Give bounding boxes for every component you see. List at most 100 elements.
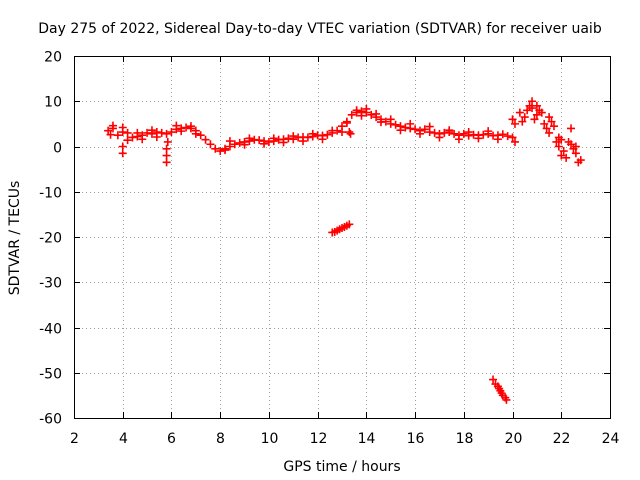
- data-point: [435, 133, 444, 142]
- data-point: [240, 140, 249, 149]
- data-point: [230, 140, 239, 149]
- data-point: [167, 128, 176, 137]
- data-point: [489, 375, 498, 384]
- plot-frame: [74, 56, 611, 419]
- y-axis-label: SDTVAR / TECUs: [7, 181, 23, 296]
- data-point: [510, 137, 519, 146]
- data-point: [221, 146, 230, 155]
- data-point: [255, 136, 264, 145]
- data-point: [567, 140, 576, 149]
- data-point: [493, 135, 502, 144]
- data-point: [147, 126, 156, 135]
- x-tick-label: 24: [602, 431, 620, 447]
- y-tick-label: 0: [53, 141, 62, 157]
- x-tick-label: 4: [119, 431, 128, 447]
- data-point: [328, 126, 337, 135]
- y-tick-label: -10: [39, 186, 62, 202]
- data-point: [552, 137, 561, 146]
- data-point: [182, 123, 191, 132]
- data-point: [138, 135, 147, 144]
- y-tick-label: -50: [39, 367, 62, 383]
- x-tick-label: 12: [310, 431, 328, 447]
- data-point: [450, 129, 459, 138]
- data-point: [545, 113, 554, 122]
- data-point: [118, 142, 127, 151]
- data-point: [440, 128, 449, 137]
- data-point: [520, 113, 529, 122]
- data-point: [396, 126, 405, 135]
- data-point: [367, 110, 376, 119]
- data-point: [545, 128, 554, 137]
- data-point: [547, 117, 556, 126]
- data-point: [576, 156, 585, 165]
- x-tick-label: 18: [456, 431, 474, 447]
- data-point: [128, 133, 137, 142]
- data-point: [391, 120, 400, 129]
- data-point: [345, 220, 354, 229]
- data-point: [523, 106, 532, 115]
- data-point: [216, 147, 225, 156]
- data-point: [264, 137, 273, 146]
- y-tick-labels: 20 10 0 -10 -20 -30 -40 -50 -60: [39, 50, 62, 428]
- data-point: [191, 129, 200, 138]
- data-point: [459, 129, 468, 138]
- data-point: [346, 129, 355, 138]
- data-point: [508, 115, 517, 124]
- data-point: [420, 125, 429, 134]
- data-point: [225, 137, 234, 146]
- data-point: [211, 144, 220, 153]
- data-point: [172, 121, 181, 130]
- y-tick-label: -20: [39, 231, 62, 247]
- data-point: [532, 110, 541, 119]
- data-point: [386, 115, 395, 124]
- data-point: [118, 123, 127, 132]
- data-point: [415, 129, 424, 138]
- y-tick-label: -60: [39, 412, 62, 428]
- data-point: [484, 127, 493, 136]
- data-point: [530, 115, 539, 124]
- data-point: [562, 153, 571, 162]
- data-point: [479, 130, 488, 139]
- data-point: [162, 158, 171, 167]
- data-point: [540, 119, 549, 128]
- data-point: [345, 128, 354, 137]
- data-point: [342, 118, 351, 127]
- data-point: [118, 149, 127, 158]
- data-point: [567, 124, 576, 133]
- data-point: [201, 135, 210, 144]
- data-point: [323, 130, 332, 139]
- data-point: [245, 134, 254, 143]
- y-tick-label: 20: [44, 50, 62, 66]
- data-point: [474, 134, 483, 143]
- data-point: [260, 139, 269, 148]
- data-point: [162, 129, 171, 138]
- data-point: [157, 128, 166, 137]
- chart-title: Day 275 of 2022, Sidereal Day-to-day VTE…: [38, 21, 602, 37]
- data-point: [510, 119, 519, 128]
- data-point: [123, 128, 132, 137]
- data-point: [554, 142, 563, 151]
- data-point: [338, 128, 346, 137]
- data-point: [508, 133, 517, 142]
- y-tick-label: 10: [44, 95, 62, 111]
- y-tick-label: -30: [39, 276, 62, 292]
- x-axis-label: GPS time / hours: [283, 459, 400, 475]
- x-tick-label: 20: [505, 431, 523, 447]
- data-point: [162, 151, 171, 160]
- data-point: [401, 123, 410, 132]
- data-point: [284, 134, 293, 143]
- data-point: [113, 131, 122, 140]
- data-point: [535, 106, 544, 115]
- data-point: [308, 129, 317, 138]
- data-point: [515, 108, 524, 117]
- data-point: [235, 138, 244, 147]
- x-tick-label: 10: [261, 431, 279, 447]
- x-tick-label: 2: [70, 431, 79, 447]
- data-point: [206, 140, 215, 149]
- data-point: [498, 130, 507, 139]
- x-tick-label: 8: [216, 431, 225, 447]
- data-point: [525, 101, 534, 110]
- data-point: [196, 131, 205, 140]
- data-point: [269, 134, 278, 143]
- data-point: [143, 128, 152, 137]
